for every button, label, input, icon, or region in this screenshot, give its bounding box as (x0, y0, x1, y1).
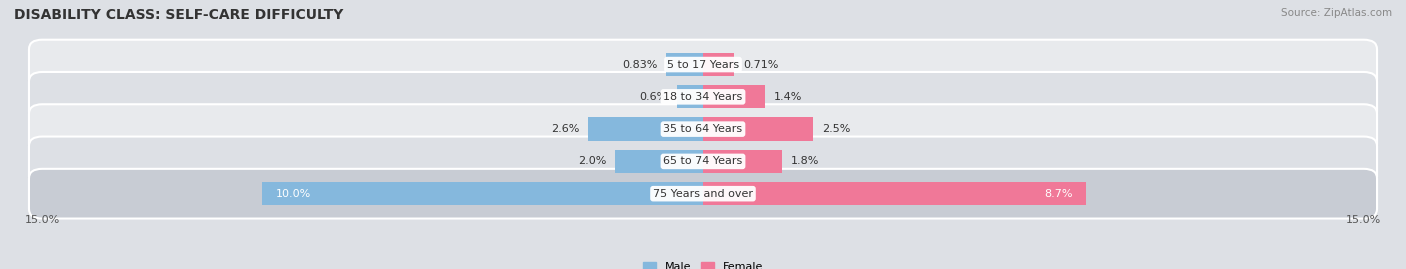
Bar (589, 118, 703, 141)
Text: 10.0%: 10.0% (276, 189, 311, 199)
FancyBboxPatch shape (30, 137, 1376, 186)
FancyBboxPatch shape (30, 72, 1376, 122)
Text: DISABILITY CLASS: SELF-CARE DIFFICULTY: DISABILITY CLASS: SELF-CARE DIFFICULTY (14, 8, 343, 22)
Legend: Male, Female: Male, Female (638, 257, 768, 269)
Text: 0.83%: 0.83% (623, 59, 658, 70)
Bar (703, 150, 782, 173)
Text: 2.6%: 2.6% (551, 124, 579, 134)
Text: 0.6%: 0.6% (640, 92, 668, 102)
Bar (676, 85, 703, 108)
Bar (614, 150, 703, 173)
Text: 1.4%: 1.4% (773, 92, 801, 102)
Text: 65 to 74 Years: 65 to 74 Years (664, 156, 742, 167)
Text: 75 Years and over: 75 Years and over (652, 189, 754, 199)
Text: 0.71%: 0.71% (744, 59, 779, 70)
Text: 2.0%: 2.0% (578, 156, 606, 167)
Bar (703, 53, 734, 76)
Bar (263, 182, 703, 205)
Text: 1.8%: 1.8% (792, 156, 820, 167)
Text: Source: ZipAtlas.com: Source: ZipAtlas.com (1281, 8, 1392, 18)
FancyBboxPatch shape (30, 40, 1376, 89)
Bar (703, 118, 813, 141)
Text: 8.7%: 8.7% (1045, 189, 1073, 199)
Bar (666, 53, 703, 76)
Bar (703, 85, 765, 108)
Text: 18 to 34 Years: 18 to 34 Years (664, 92, 742, 102)
Bar (703, 182, 1087, 205)
Text: 2.5%: 2.5% (823, 124, 851, 134)
FancyBboxPatch shape (30, 169, 1376, 218)
Text: 5 to 17 Years: 5 to 17 Years (666, 59, 740, 70)
Text: 35 to 64 Years: 35 to 64 Years (664, 124, 742, 134)
FancyBboxPatch shape (30, 104, 1376, 154)
